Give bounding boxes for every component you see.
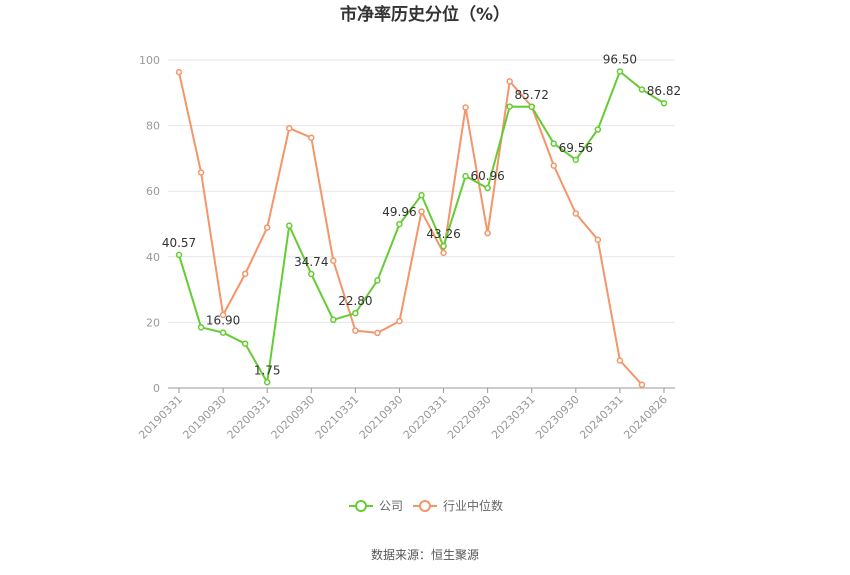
x-tick-label: 20210331 — [313, 393, 362, 442]
y-tick-label: 80 — [146, 120, 160, 133]
data-point — [506, 78, 513, 85]
data-point — [660, 99, 668, 107]
x-tick-label: 20240826 — [621, 393, 670, 442]
data-point — [352, 327, 359, 334]
legend-label-company: 公司 — [379, 499, 403, 513]
data-point — [285, 222, 293, 229]
data-point — [308, 134, 315, 141]
x-tick-label: 20200930 — [269, 393, 318, 442]
data-point — [175, 251, 183, 259]
data-point — [308, 270, 315, 278]
x-tick-label: 20230930 — [533, 393, 582, 442]
data-label: 22.80 — [338, 294, 372, 308]
data-point — [462, 172, 469, 180]
y-tick-label: 100 — [139, 54, 160, 67]
data-point — [572, 156, 580, 164]
data-point — [528, 103, 535, 111]
data-point — [263, 379, 271, 386]
legend-label-industry-median: 行业中位数 — [443, 498, 503, 513]
data-point — [638, 86, 646, 93]
data-point — [175, 68, 183, 76]
y-tick-label: 0 — [153, 382, 160, 395]
series-line — [178, 70, 665, 384]
data-point — [263, 224, 271, 231]
x-tick-label: 20190930 — [180, 393, 229, 442]
series-company — [175, 68, 668, 386]
data-point — [616, 357, 624, 364]
data-point — [550, 140, 558, 147]
x-tick-label: 20220930 — [445, 393, 494, 442]
x-tick-label: 20210930 — [357, 393, 406, 442]
data-point — [241, 270, 249, 278]
data-point — [219, 311, 227, 319]
data-point — [418, 191, 425, 199]
data-point — [440, 242, 447, 250]
data-point — [616, 68, 624, 75]
data-point — [330, 316, 337, 324]
data-label: 34.74 — [294, 255, 328, 269]
data-label: 40.57 — [162, 236, 196, 250]
data-point — [440, 249, 447, 257]
legend-item-company[interactable]: 公司 — [349, 499, 403, 513]
data-point — [484, 229, 491, 237]
x-tick-label: 20200331 — [225, 393, 274, 442]
data-label: 60.96 — [470, 169, 504, 183]
series-line — [178, 71, 643, 386]
data-point — [506, 103, 513, 110]
data-label: 69.56 — [559, 141, 593, 155]
data-point — [330, 257, 337, 264]
data-point — [594, 236, 602, 243]
data-point — [572, 210, 580, 217]
data-label: 1.75 — [254, 363, 281, 377]
legend-marker-company — [355, 500, 367, 512]
series-layer — [175, 68, 668, 388]
chart-title: 市净率历史分位（%） — [340, 4, 510, 25]
data-point — [550, 162, 558, 169]
data-point — [462, 104, 469, 111]
data-label: 49.96 — [382, 205, 416, 219]
x-tick-label: 20190331 — [136, 393, 185, 442]
x-tick-label: 20240331 — [577, 393, 626, 442]
series-industry-median — [175, 68, 646, 388]
data-label: 85.72 — [515, 88, 549, 102]
legend: 公司 行业中位数 — [349, 498, 503, 513]
y-axis: 0 20 40 60 80 100 — [139, 54, 160, 395]
data-label: 43.26 — [426, 227, 460, 241]
source-note: 数据来源：恒生聚源 — [371, 547, 479, 562]
y-tick-label: 40 — [146, 251, 160, 264]
data-point — [396, 220, 403, 228]
data-point — [374, 277, 381, 284]
legend-marker-industry-median — [419, 500, 431, 512]
data-point — [396, 317, 403, 325]
data-point — [352, 309, 359, 317]
data-labels: 40.57 16.90 1.75 34.74 22.80 49.96 43.26 60.96 8… — [162, 52, 681, 377]
data-point — [418, 208, 425, 215]
data-point — [285, 124, 293, 132]
data-label: 86.82 — [647, 84, 681, 98]
legend-item-industry-median[interactable]: 行业中位数 — [413, 498, 503, 513]
y-tick-label: 60 — [146, 185, 160, 198]
data-point — [638, 381, 646, 388]
data-point — [241, 340, 249, 347]
data-point — [197, 169, 205, 176]
data-label: 16.90 — [206, 314, 240, 328]
data-point — [219, 329, 227, 336]
data-point — [484, 184, 491, 192]
data-point — [374, 329, 381, 337]
x-tick-label: 20230331 — [489, 393, 538, 442]
data-label: 96.50 — [603, 52, 637, 66]
data-point — [594, 126, 602, 133]
grid-lines — [168, 59, 675, 389]
y-tick-label: 20 — [146, 316, 160, 329]
data-point — [197, 324, 205, 331]
x-tick-label: 20220331 — [401, 393, 450, 442]
x-axis: 2019033120190930202003312020093020210331… — [136, 388, 670, 442]
